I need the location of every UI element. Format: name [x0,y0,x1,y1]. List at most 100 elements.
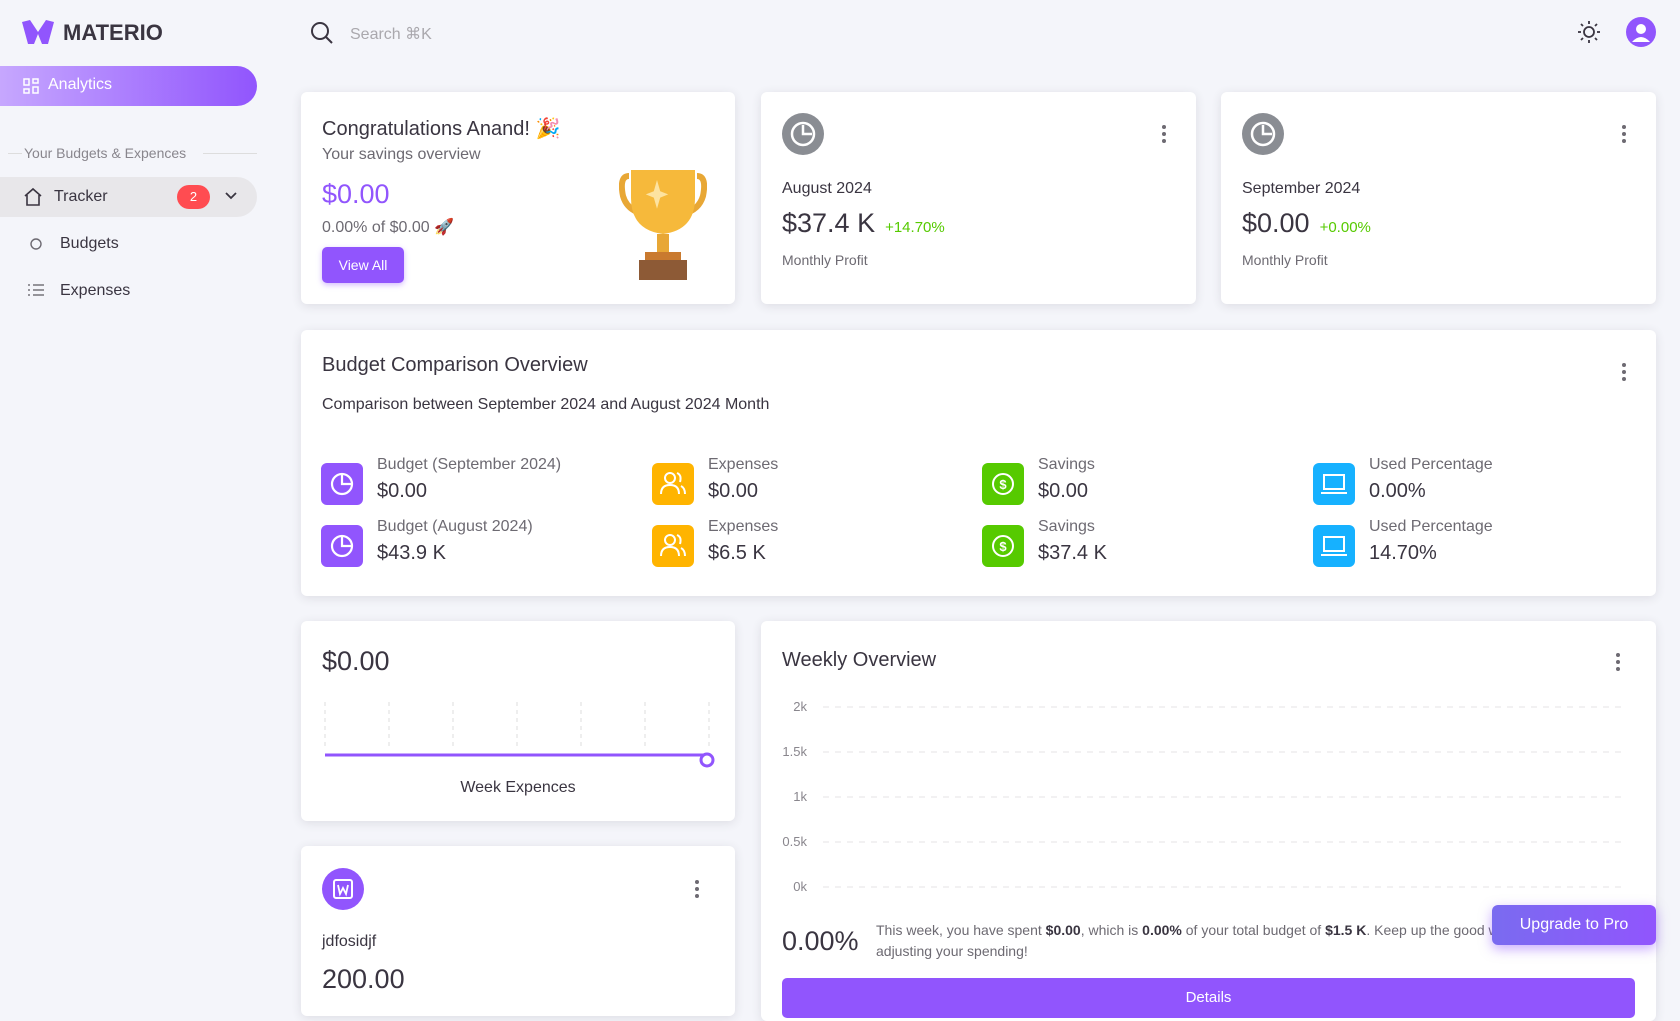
menu-button[interactable] [1616,653,1620,674]
profit-month: September 2024 [1242,180,1361,197]
savings-progress: 0.00% of $0.00 🚀 [322,219,455,236]
brand: MATERIO [63,20,163,45]
stat-value: $43.9 K [377,542,446,564]
stat-value: 0.00% [1369,480,1426,502]
menu-button[interactable] [695,880,699,901]
theme-toggle[interactable] [1577,20,1601,44]
card-subtitle: Comparison between September 2024 and Au… [322,396,770,413]
stat-label: Budget (August 2024) [377,518,533,535]
nav-icon [30,238,42,250]
card-subtitle: Your savings overview [322,146,481,163]
week-expenses-card: $0.00 Week Expences [301,621,735,821]
page: MATERIO Analytics Your Budgets & Expence… [0,17,1656,1021]
nav-item[interactable]: Expenses [60,282,131,299]
budget-comparison-card: Budget Comparison Overview Comparison be… [301,330,1656,596]
profit-row: $0.00 +0.00% [1242,208,1371,239]
nav-icon [28,284,44,296]
menu-button[interactable] [1622,363,1626,384]
profit-icon [1242,113,1284,155]
stat-icon [321,463,363,505]
weekly-percent: 0.00% [782,926,859,956]
stat-value: $0.00 [1038,480,1089,502]
sparkline [324,702,715,768]
icon-glyph [1321,536,1347,556]
view-all-button[interactable]: View All [322,247,404,283]
icon-glyph [330,472,354,496]
card-title: Congratulations Anand! 🎉 [322,118,561,140]
profit-month: August 2024 [782,180,872,197]
search-input[interactable]: Search ⌘K [350,26,432,43]
icon-glyph [660,534,686,557]
svg-text:$: $ [999,477,1007,492]
profit-label: Monthly Profit [782,252,868,268]
y-tick-label: 2k [793,699,807,714]
card-title: Budget Comparison Overview [322,354,588,376]
nav-active[interactable]: Analytics [0,66,257,106]
icon-glyph: $ [992,535,1014,557]
stat-value: 14.70% [1369,542,1437,564]
divider [8,153,22,154]
savings-amount: $0.00 [322,179,390,209]
y-tick-label: 1.5k [782,744,807,759]
text: 0.00% [1142,922,1182,938]
nav-item[interactable]: Tracker 2 [0,177,257,217]
search-icon[interactable] [310,21,334,45]
stat-value: $0.00 [708,480,759,502]
item-name: jdfosidjf [322,933,377,950]
trophy [619,170,707,280]
weekly-chart: 2k 1.5k 1k 0.5k 0k [782,699,1627,894]
congrats-card: Congratulations Anand! 🎉 Your savings ov… [301,92,735,304]
stat-icon: $ [982,463,1024,505]
stat-label: Expenses [708,456,779,473]
avatar[interactable] [1626,17,1656,47]
text: of your total budget of [1181,922,1326,938]
nav-icon [24,187,42,206]
logo-icon [22,20,54,44]
stat-label: Used Percentage [1369,456,1493,473]
text: $1.5 K [1325,922,1367,938]
icon-glyph: $ [992,473,1014,495]
week-amount: $0.00 [322,646,390,676]
profit-change: +14.70% [885,219,945,236]
text: $0.00 [1045,922,1081,938]
menu-button[interactable] [1622,125,1626,146]
profit-value: $37.4 K [782,208,876,238]
stat-icon: $ [982,525,1024,567]
menu-button[interactable] [1162,125,1166,146]
text: , which is [1080,922,1143,938]
icon-glyph [660,472,686,495]
y-tick-label: 0k [793,879,807,894]
profit-row: $37.4 K +14.70% [782,208,945,239]
stat-value: $37.4 K [1038,542,1107,564]
y-tick-label: 0.5k [782,834,807,849]
item-amount: 200.00 [322,964,405,994]
weekly-description: This week, you have spent $0.00, which i… [876,920,1596,962]
profit-card: September 2024 $0.00 +0.00% Monthly Prof… [1221,92,1656,304]
details-button[interactable]: Details [782,978,1635,1018]
stat-icon [321,525,363,567]
profit-label: Monthly Profit [1242,252,1328,268]
stat-icon [652,525,694,567]
profit-change: +0.00% [1319,219,1371,236]
upgrade-button[interactable]: Upgrade to Pro [1492,905,1656,945]
stat-icon [1313,463,1355,505]
stat-label: Expenses [708,518,779,535]
stat-label: Budget (September 2024) [377,456,562,473]
item-card: jdfosidjf 200.00 [301,846,735,1016]
icon-glyph [1321,474,1347,494]
badge: 2 [177,185,210,209]
weekly-overview-card: Weekly Overview 2k 1.5k 1k 0.5k 0k 0.00% Thi… [761,621,1656,1021]
svg-text:$: $ [999,539,1007,554]
icon-glyph [330,534,354,558]
y-tick-label: 1k [793,789,807,804]
stat-value: $0.00 [377,480,428,502]
nav-label: Tracker [54,188,108,205]
stat-icon [652,463,694,505]
profit-card: August 2024 $37.4 K +14.70% Monthly Prof… [761,92,1196,304]
nav-label: Analytics [48,76,113,93]
week-label: Week Expences [460,779,576,796]
item-icon [322,868,364,910]
nav-icon [23,78,39,94]
text: This week, you have spent [876,922,1046,938]
nav-item[interactable]: Budgets [60,235,119,252]
